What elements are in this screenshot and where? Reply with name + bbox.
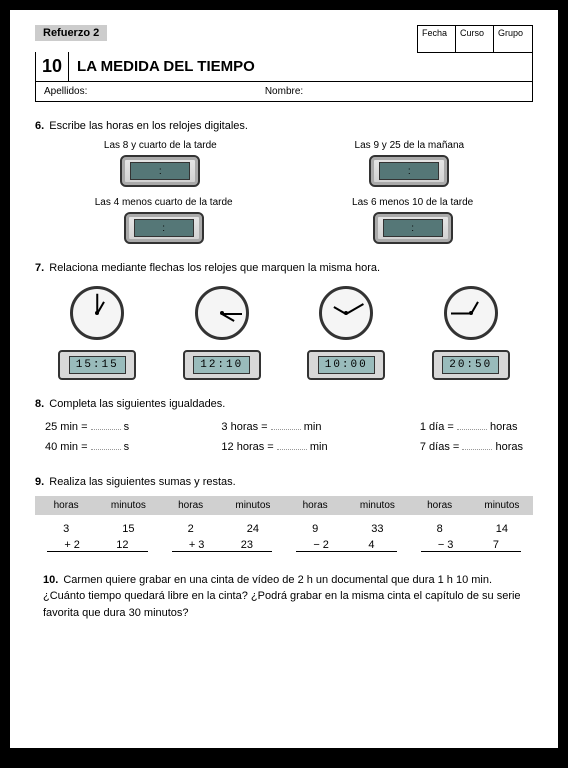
analog-clock (319, 286, 373, 340)
digital-display[interactable]: : (134, 219, 194, 237)
title-row: 10 LA MEDIDA DEL TIEMPO (35, 52, 533, 82)
fecha-box: Fecha (418, 26, 456, 52)
digital-clock: : (373, 212, 453, 244)
clock-label: Las 8 y cuarto de la tarde (104, 140, 217, 151)
q7-text: Relaciona mediante flechas los relojes q… (49, 262, 380, 274)
q6-row1: Las 8 y cuarto de la tarde : Las 9 y 25 … (35, 140, 533, 187)
analog-clock (444, 286, 498, 340)
digital-clock: : (120, 155, 200, 187)
q8-grid: 25 min = s 40 min = s 3 horas = min 12 h… (35, 418, 533, 458)
q10-num: 10. (43, 574, 58, 586)
digital-row: 15:15 12:10 10:00 20:50 (35, 350, 533, 380)
digital-display[interactable]: : (130, 162, 190, 180)
meta-boxes: Fecha Curso Grupo (417, 25, 533, 53)
nombre-label: Nombre: (265, 86, 303, 97)
analog-row (35, 286, 533, 340)
clock-item: Las 8 y cuarto de la tarde : (104, 140, 217, 187)
question-6: 6. Escribe las horas en los relojes digi… (35, 120, 533, 244)
apellidos-label: Apellidos: (44, 86, 265, 97)
q9-text: Realiza las siguientes sumas y restas. (49, 476, 235, 488)
clock-item: Las 6 menos 10 de la tarde : (352, 197, 473, 244)
analog-clock (70, 286, 124, 340)
sum-body: 315 224 933 814 (35, 515, 533, 539)
digital-time: 12:10 (193, 356, 250, 374)
curso-box: Curso (456, 26, 494, 52)
digital-display[interactable]: : (379, 162, 439, 180)
q9-num: 9. (35, 476, 44, 488)
blank[interactable] (457, 429, 487, 430)
q10-text: Carmen quiere grabar en una cinta de víd… (43, 574, 521, 619)
unit-title: LA MEDIDA DEL TIEMPO (69, 52, 532, 81)
equal-col: 3 horas = min 12 horas = min (221, 418, 327, 458)
equal-col: 25 min = s 40 min = s (45, 418, 129, 458)
unit-number: 10 (36, 52, 69, 81)
digital-clock: : (124, 212, 204, 244)
digital-time: 20:50 (442, 356, 499, 374)
sum-row2: + 212 + 323 − 24 − 37 (35, 539, 533, 552)
q7-num: 7. (35, 262, 44, 274)
clock-label: Las 4 menos cuarto de la tarde (95, 197, 233, 208)
q8-text: Completa las siguientes igualdades. (49, 398, 225, 410)
digital-small: 12:10 (183, 350, 261, 380)
digital-small: 20:50 (432, 350, 510, 380)
analog-clock (195, 286, 249, 340)
digital-time: 10:00 (318, 356, 375, 374)
sum-table: horasminutos horasminutos horasminutos h… (35, 496, 533, 552)
refuerzo-label: Refuerzo 2 (35, 25, 107, 41)
worksheet-page: Refuerzo 2 Fecha Curso Grupo 10 LA MEDID… (10, 10, 558, 748)
digital-small: 10:00 (307, 350, 385, 380)
blank[interactable] (277, 449, 307, 450)
clock-label: Las 9 y 25 de la mañana (355, 140, 465, 151)
digital-clock: : (369, 155, 449, 187)
question-10: 10. Carmen quiere grabar en una cinta de… (35, 572, 533, 622)
clock-item: Las 9 y 25 de la mañana : (355, 140, 465, 187)
blank[interactable] (91, 429, 121, 430)
header-row: Refuerzo 2 Fecha Curso Grupo (35, 25, 533, 53)
blank[interactable] (462, 449, 492, 450)
clock-item: Las 4 menos cuarto de la tarde : (95, 197, 233, 244)
blank[interactable] (271, 429, 301, 430)
blank[interactable] (91, 449, 121, 450)
question-9: 9. Realiza las siguientes sumas y restas… (35, 476, 533, 552)
digital-display[interactable]: : (383, 219, 443, 237)
question-7: 7. Relaciona mediante flechas los reloje… (35, 262, 533, 380)
digital-small: 15:15 (58, 350, 136, 380)
name-row: Apellidos: Nombre: (35, 82, 533, 102)
digital-time: 15:15 (69, 356, 126, 374)
equal-col: 1 día = horas 7 días = horas (420, 418, 523, 458)
q6-text: Escribe las horas en los relojes digital… (49, 120, 248, 132)
sum-header: horasminutos horasminutos horasminutos h… (35, 496, 533, 515)
q6-num: 6. (35, 120, 44, 132)
clock-label: Las 6 menos 10 de la tarde (352, 197, 473, 208)
q6-row2: Las 4 menos cuarto de la tarde : Las 6 m… (35, 197, 533, 244)
grupo-box: Grupo (494, 26, 532, 52)
question-8: 8. Completa las siguientes igualdades. 2… (35, 398, 533, 458)
q8-num: 8. (35, 398, 44, 410)
